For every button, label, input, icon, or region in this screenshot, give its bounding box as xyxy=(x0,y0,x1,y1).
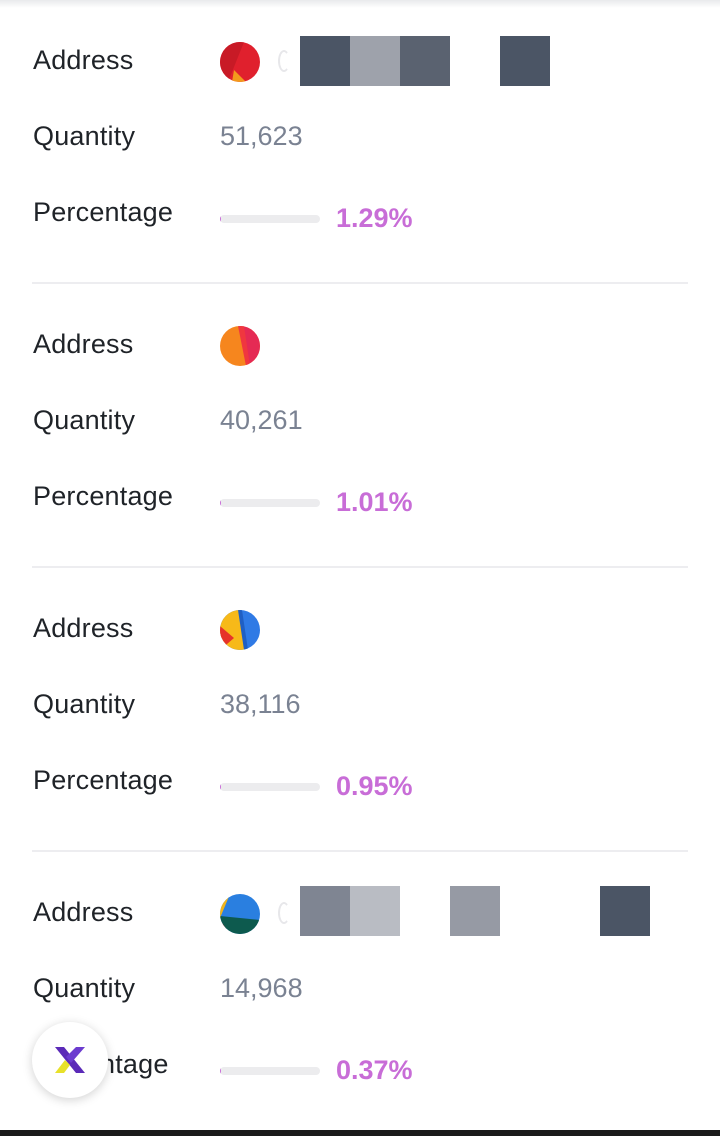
address-label: Address xyxy=(33,329,134,359)
floating-app-button[interactable] xyxy=(32,1022,108,1098)
address-label: Address xyxy=(33,613,134,643)
divider xyxy=(32,566,688,568)
percentage-value: 0.37% xyxy=(336,1055,413,1085)
percentage-value: 0.95% xyxy=(336,771,413,801)
x-logo-icon xyxy=(55,1047,85,1073)
percentage-bar xyxy=(220,215,320,223)
bottom-edge xyxy=(0,1130,720,1136)
quantity-value: 40,261 xyxy=(220,405,303,435)
blue-yellow-avatar-icon xyxy=(220,610,260,650)
percentage-label: ntage xyxy=(100,1049,169,1079)
redacted-block xyxy=(350,886,400,936)
orange-pink-avatar-icon xyxy=(220,326,260,366)
blue-green-avatar-icon xyxy=(220,894,260,934)
address-label: Address xyxy=(33,45,134,75)
quantity-label: Quantity xyxy=(33,973,136,1003)
percentage-label: Percentage xyxy=(33,481,174,511)
redacted-block xyxy=(400,36,450,86)
loading-ring-icon xyxy=(278,902,290,924)
holder-card: Address Quantity 38,116 Percentage 0.95% xyxy=(0,568,720,852)
holder-card: Address Quantity 40,261 Percentage 1.01% xyxy=(0,284,720,568)
percentage-label: Percentage xyxy=(33,197,174,227)
quantity-label: Quantity xyxy=(33,121,136,151)
percentage-bar-fill xyxy=(220,1067,221,1075)
divider xyxy=(32,282,688,284)
percentage-value: 1.29% xyxy=(336,203,413,233)
address-label: Address xyxy=(33,897,134,927)
percentage-bar-fill xyxy=(220,499,221,507)
quantity-label: Quantity xyxy=(33,405,136,435)
percentage-bar-fill xyxy=(220,783,221,791)
redacted-block xyxy=(600,886,650,936)
quantity-value: 51,623 xyxy=(220,121,303,151)
percentage-bar xyxy=(220,1067,320,1075)
redacted-block xyxy=(300,36,350,86)
holder-card: Address Quantity 14,968 ntage 0.37% xyxy=(0,852,720,1136)
top-shadow xyxy=(0,0,720,8)
percentage-bar xyxy=(220,783,320,791)
loading-ring-icon xyxy=(278,50,290,72)
percentage-bar-fill xyxy=(220,215,222,223)
redacted-block xyxy=(500,36,550,86)
quantity-value: 38,116 xyxy=(220,689,301,719)
holder-card: Address Quantity 51,623 Percentage 1.29% xyxy=(0,0,720,284)
percentage-value: 1.01% xyxy=(336,487,413,517)
redacted-block xyxy=(450,886,500,936)
redacted-block xyxy=(300,886,350,936)
quantity-value: 14,968 xyxy=(220,973,303,1003)
red-gradient-avatar-icon xyxy=(220,42,260,82)
divider xyxy=(32,850,688,852)
quantity-label: Quantity xyxy=(33,689,136,719)
redacted-block xyxy=(350,36,400,86)
percentage-label: Percentage xyxy=(33,765,174,795)
percentage-bar xyxy=(220,499,320,507)
